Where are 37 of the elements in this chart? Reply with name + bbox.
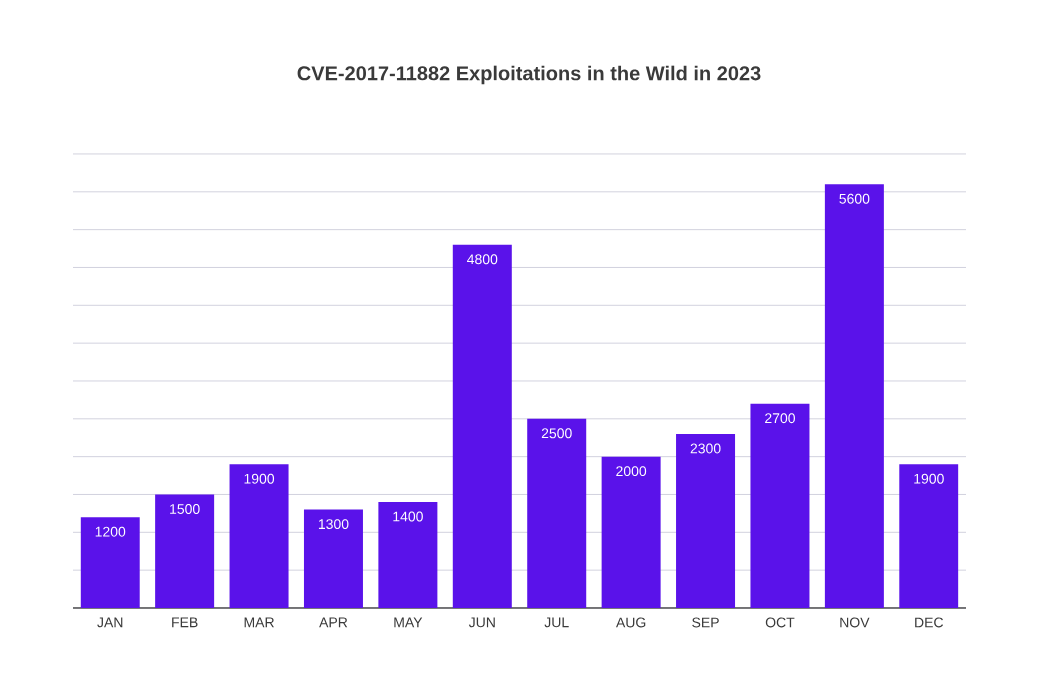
x-tick-label: JAN <box>97 617 123 628</box>
data-label: 2000 <box>616 466 647 477</box>
data-label: 2700 <box>765 413 795 424</box>
data-label: 1200 <box>95 526 126 537</box>
x-tick-label: SEP <box>692 617 719 628</box>
x-tick-label: JUN <box>468 617 495 628</box>
bar <box>452 244 512 608</box>
data-label: 1900 <box>244 473 275 484</box>
bar <box>378 502 438 608</box>
bar <box>601 456 661 608</box>
x-tick-label: DEC <box>915 617 944 628</box>
data-label: 1400 <box>393 511 423 522</box>
x-tick-label: MAR <box>244 617 274 628</box>
data-label: 1300 <box>318 519 349 530</box>
data-label: 2300 <box>690 443 721 454</box>
data-label: 4800 <box>467 254 498 265</box>
data-label: 1900 <box>914 473 944 484</box>
bar <box>824 184 884 608</box>
bar <box>80 517 140 608</box>
bar <box>527 418 587 608</box>
bar <box>155 494 215 608</box>
data-label: 1500 <box>170 504 200 514</box>
data-label: 5600 <box>839 193 870 204</box>
x-tick-label: AUG <box>615 617 646 628</box>
x-tick-label: FEB <box>172 617 198 628</box>
bar <box>676 433 736 608</box>
bar <box>899 464 959 608</box>
chart-title: CVE-2017-11882 Exploitations in the Wild in 2023 <box>297 65 761 85</box>
x-tick-label: APR <box>319 617 348 628</box>
x-tick-label: OCT <box>765 617 795 628</box>
bar <box>303 509 363 608</box>
x-tick-label: NOV <box>840 617 870 628</box>
bar <box>229 464 289 608</box>
x-tick-label: JUL <box>544 617 569 628</box>
x-tick-label: MAY <box>394 617 423 628</box>
bar <box>750 403 810 608</box>
data-label: 2500 <box>541 428 572 439</box>
